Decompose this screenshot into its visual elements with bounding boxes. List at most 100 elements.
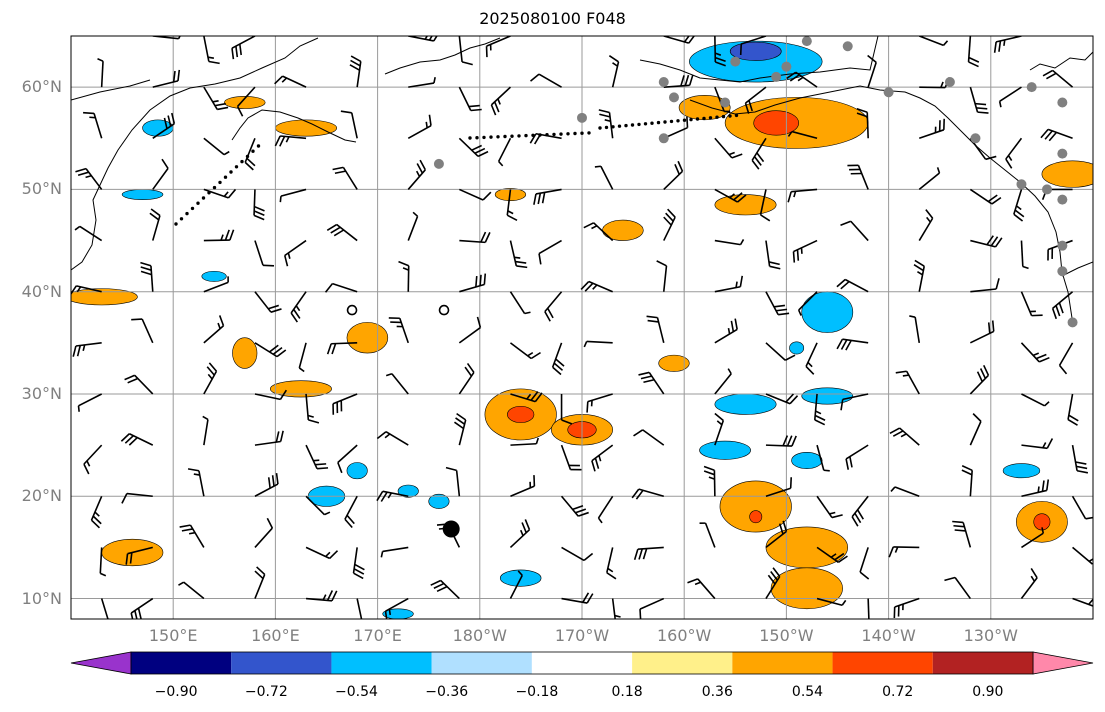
station-point (842, 41, 853, 52)
island (566, 132, 570, 136)
wind-barb (380, 546, 409, 558)
wind-barb (101, 36, 103, 37)
anomaly-area (1041, 160, 1093, 188)
wind-barb (969, 86, 989, 114)
wind-barb (305, 546, 339, 560)
wind-barb (888, 546, 920, 558)
colorbar-tick-label: −0.90 (154, 684, 198, 700)
wind-barb (765, 477, 793, 498)
wind-barb (580, 280, 613, 293)
colorbar (70, 651, 1094, 675)
wind-barb (337, 444, 358, 474)
coastlines (71, 36, 1093, 319)
wind-barb (340, 110, 358, 139)
colorbar-extend-max (1032, 651, 1094, 675)
lon-tick-label: 160°E (251, 626, 300, 645)
wind-barb (851, 495, 869, 527)
wind-barb (324, 282, 358, 293)
wind-barb (77, 393, 103, 412)
wind-barb (506, 189, 518, 222)
wind-barb (919, 77, 951, 89)
wind-barb (560, 495, 589, 517)
map-title: 2025080100 F048 (479, 9, 626, 28)
wind-barb (509, 240, 528, 269)
wind-barb (597, 495, 614, 524)
wind-barb (458, 316, 482, 344)
wind-barb (510, 391, 543, 403)
wind-barb (152, 36, 181, 40)
wind-barb (352, 547, 365, 580)
wind-barb (124, 374, 154, 395)
wind-barb (765, 567, 781, 599)
island (196, 201, 200, 205)
wind-barb (836, 278, 869, 293)
anomaly-layer (71, 40, 1093, 619)
colorbar-tick-label: 0.90 (972, 684, 1004, 700)
wind-barb (538, 239, 562, 265)
wind-barb (1021, 393, 1050, 407)
wind-barb (845, 444, 869, 470)
wind-barb (152, 69, 181, 88)
island (669, 119, 674, 124)
wind-barb (1051, 291, 1074, 320)
wind-barb (459, 273, 487, 293)
anomaly-area (397, 484, 419, 498)
wind-barb (952, 520, 972, 548)
wind-barb (125, 546, 153, 565)
wind-barb (120, 433, 154, 446)
coastline (384, 37, 501, 75)
island (715, 115, 719, 119)
colorbar-tick-label: 0.36 (701, 684, 733, 700)
anomaly-area (749, 510, 763, 524)
wind-barb (998, 86, 1022, 108)
map-frame (70, 35, 1094, 620)
wind-barb (583, 340, 613, 348)
wind-barb (203, 188, 237, 199)
island (728, 114, 732, 118)
island (240, 159, 244, 164)
island (708, 116, 713, 120)
colorbar-segment (531, 652, 633, 674)
wind-barb (893, 597, 920, 619)
wind-barb (656, 260, 668, 292)
wind-barb (765, 520, 788, 549)
wind-barb (1071, 495, 1093, 520)
island (234, 165, 239, 169)
wind-barb (840, 393, 869, 411)
station-point (970, 133, 981, 144)
colorbar-outline (130, 651, 1034, 675)
colorbar-segment (632, 652, 733, 674)
island (604, 125, 609, 130)
island (682, 118, 687, 122)
wind-barb (1042, 69, 1074, 88)
island (702, 116, 706, 121)
wind-barb (560, 444, 582, 471)
colorbar-extend-min (70, 651, 132, 675)
wind-barb (385, 373, 409, 395)
island (510, 134, 514, 138)
wind-barb (944, 576, 972, 600)
wind-barb (612, 36, 614, 37)
wind-barb (97, 58, 104, 88)
wind-barb (786, 71, 818, 88)
wind-barb (305, 495, 331, 516)
colorbar-tick-label: −0.36 (425, 684, 469, 700)
wind-barb (816, 444, 830, 472)
wind-barb (203, 36, 220, 65)
island (218, 180, 222, 185)
anomaly-area (428, 493, 450, 509)
wind-barb (305, 444, 329, 470)
wind-barb (72, 342, 102, 357)
wind-barb (459, 231, 491, 244)
wind-barb (918, 118, 945, 140)
wind-barb (918, 167, 941, 191)
anomaly-area (658, 354, 690, 372)
wind-barb (376, 490, 409, 502)
wind-barb (458, 362, 475, 395)
wind-barb (510, 475, 536, 497)
anomaly-area (507, 405, 535, 423)
wind-barb (326, 223, 358, 242)
lat-tick-label: 20°N (21, 486, 62, 506)
wind-barb (254, 566, 266, 599)
wind-barb (560, 36, 562, 37)
